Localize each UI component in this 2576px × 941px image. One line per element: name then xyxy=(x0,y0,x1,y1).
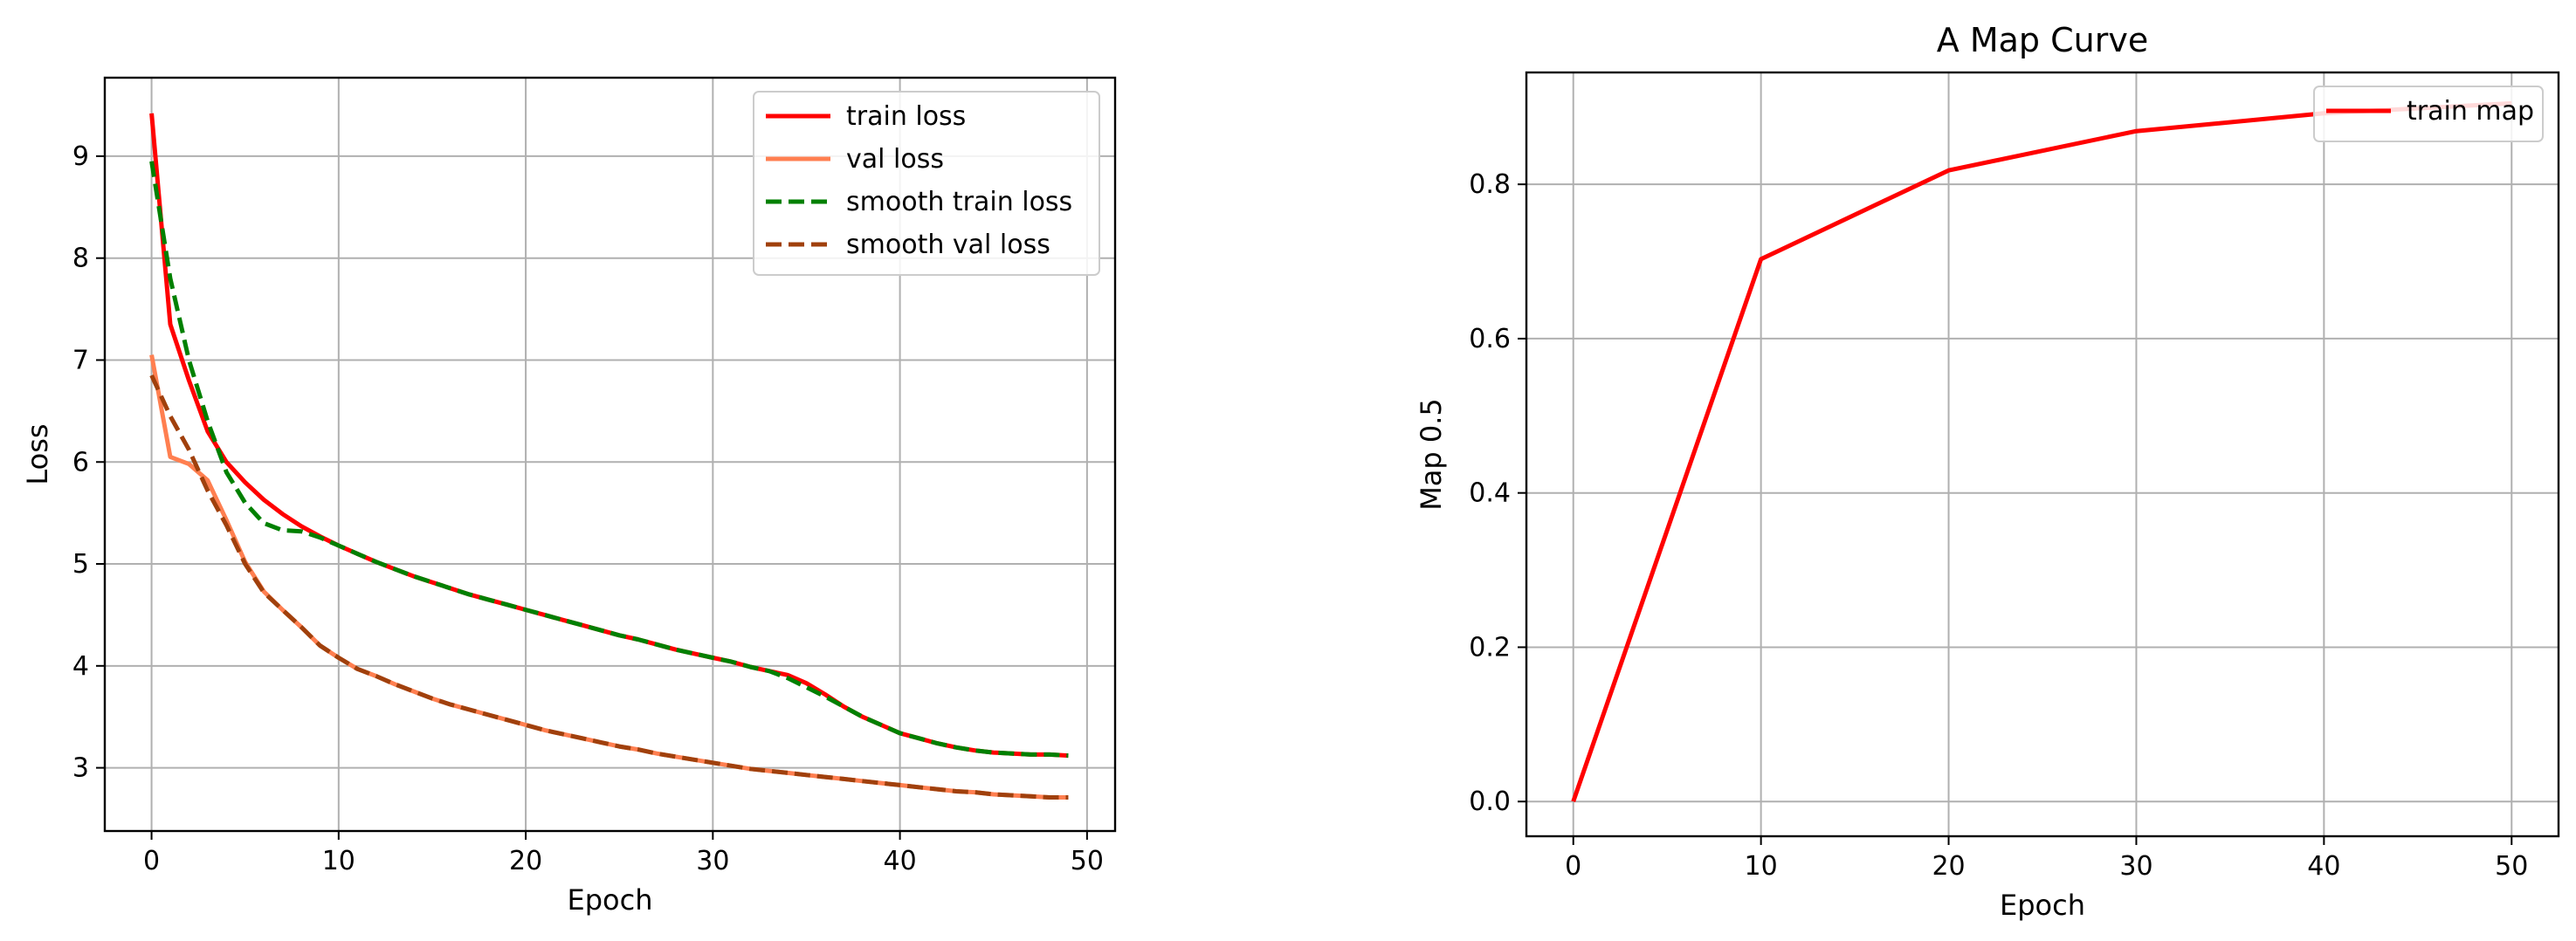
x-tick-label: 20 xyxy=(1932,851,1965,882)
loss-chart: 0 10 20 30 40 50 3 4 5 6 7 8 9 Epoch Loss train loss val… xyxy=(21,76,1117,917)
plot-frame xyxy=(1525,71,2560,838)
y-tick-label: 0.2 xyxy=(1469,632,1511,663)
y-tick-label: 6 xyxy=(72,447,89,477)
legend-label: smooth train loss xyxy=(846,187,1072,217)
legend-label: val loss xyxy=(846,144,944,175)
x-axis-label: Epoch xyxy=(2000,889,2085,922)
legend: train loss val loss smooth train loss smoot… xyxy=(753,91,1100,276)
legend-box xyxy=(2313,86,2544,142)
x-tick-label: 0 xyxy=(143,846,160,876)
x-tick-label: 0 xyxy=(1565,851,1581,882)
y-tick-label: 5 xyxy=(72,549,89,580)
x-tick-label: 40 xyxy=(2307,851,2340,882)
plot-frame xyxy=(103,76,1117,833)
x-tick-label: 30 xyxy=(696,846,729,876)
legend-label: train loss xyxy=(846,101,966,132)
legend-label: smooth val loss xyxy=(846,230,1050,260)
y-tick-label: 9 xyxy=(72,141,89,172)
series-line-smooth-val-loss xyxy=(149,374,1069,800)
x-tick-label: 20 xyxy=(509,846,542,876)
x-axis-label: Epoch xyxy=(568,883,653,917)
y-axis-label: Map 0.5 xyxy=(1415,398,1448,511)
y-tick-label: 0.8 xyxy=(1469,169,1511,200)
x-tick-label: 10 xyxy=(1745,851,1778,882)
x-tick-label: 10 xyxy=(322,846,355,876)
y-tick-label: 7 xyxy=(72,345,89,375)
legend-label: train map xyxy=(2407,96,2534,127)
x-tick-label: 50 xyxy=(2495,851,2528,882)
x-tick-label: 30 xyxy=(2119,851,2152,882)
x-tick-label: 40 xyxy=(884,846,917,876)
y-tick-label: 0.0 xyxy=(1469,786,1511,817)
y-axis-label: Loss xyxy=(21,423,54,484)
series-line-smooth-train-loss xyxy=(149,161,1069,759)
y-tick-label: 8 xyxy=(72,244,89,274)
x-tick-label: 50 xyxy=(1071,846,1104,876)
series-line-train-map xyxy=(1571,100,2512,803)
legend: train map xyxy=(2313,86,2544,142)
y-tick-label: 0.6 xyxy=(1469,324,1511,354)
y-tick-label: 0.4 xyxy=(1469,478,1511,509)
y-tick-label: 3 xyxy=(72,753,89,784)
y-tick-label: 4 xyxy=(72,651,89,682)
chart-title: A Map Curve xyxy=(1937,21,2148,59)
series-line-val-loss xyxy=(149,354,1069,800)
legend-box xyxy=(753,91,1100,276)
map-chart: 0 10 20 30 40 50 0.0 0.2 0.4 0.6 0.8 Epoch Map 0.5 A … xyxy=(1415,21,2560,922)
